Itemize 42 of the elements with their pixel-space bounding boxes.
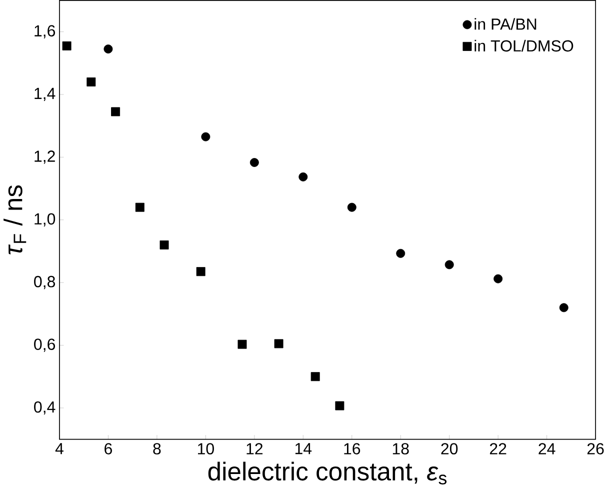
y-tick-label: 0,4 xyxy=(34,401,56,415)
point xyxy=(111,107,120,116)
x-tick-label: 14 xyxy=(295,443,312,454)
y-tick-label: 1,2 xyxy=(34,150,55,164)
y-tick-label: 0,6 xyxy=(34,338,56,352)
point xyxy=(347,202,356,212)
point xyxy=(494,274,503,284)
point xyxy=(86,77,96,86)
x-tick-label: 6 xyxy=(104,443,112,454)
x-tick-label: 20 xyxy=(441,443,458,454)
x-tick-label: 8 xyxy=(153,443,161,454)
point xyxy=(135,202,144,212)
y-tick-label: 1,0 xyxy=(34,213,56,226)
point xyxy=(298,172,308,182)
y-tick-label: 1,4 xyxy=(34,88,56,101)
point xyxy=(62,41,72,50)
y-tick-label: 0,8 xyxy=(34,276,56,290)
point xyxy=(396,248,406,258)
point xyxy=(238,340,247,349)
x-tick-label: 4 xyxy=(55,443,64,454)
x-tick-label: 22 xyxy=(490,443,506,454)
x-tick-label: 26 xyxy=(587,443,604,454)
x-tick-label: 18 xyxy=(392,443,409,454)
x-tick-label: 24 xyxy=(538,443,556,454)
x-tick-label: 10 xyxy=(198,443,214,454)
x-axis-title: dielectric constant, ε$_{s}$ xyxy=(208,462,447,484)
x-tick-label: 16 xyxy=(344,443,360,454)
y-axis-title: τ$_{F}$ / ns xyxy=(4,185,26,254)
x-tick-label: 12 xyxy=(246,443,263,454)
point xyxy=(274,339,284,348)
point xyxy=(250,158,259,167)
legend-label: in PA/BN xyxy=(474,18,536,30)
point xyxy=(160,240,169,250)
y-tick-label: 1,6 xyxy=(34,25,56,38)
point xyxy=(310,372,320,382)
point xyxy=(104,44,113,54)
point xyxy=(196,267,206,276)
point xyxy=(335,401,344,410)
point xyxy=(444,260,454,270)
point xyxy=(201,132,210,142)
point xyxy=(559,303,568,312)
legend-label: in TOL/DMSO xyxy=(474,40,574,52)
